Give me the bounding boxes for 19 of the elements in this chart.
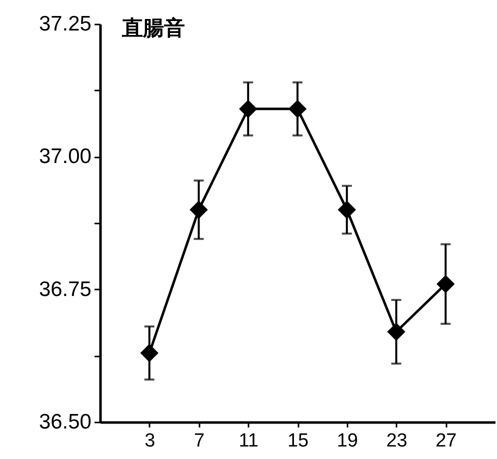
y-tick-label: 37.00 [38,145,92,168]
x-tick-label: 7 [194,430,205,452]
chart-title: 直腸音 [121,16,185,40]
x-tick-label: 11 [238,430,258,452]
x-tick-label: 3 [144,430,156,452]
y-tick-label: 37.25 [38,12,92,36]
point [239,100,258,118]
point [436,274,455,294]
x-tick-label: 15 [287,430,309,452]
x-tick-label: 23 [386,430,408,452]
y-tick-label: 36.75 [38,278,92,301]
x-tick-label: 27 [436,430,457,452]
x-tick-label: 19 [336,430,358,452]
point [190,200,208,219]
point [338,200,356,219]
y-tick-label: 36.50 [38,410,92,434]
point [288,100,307,118]
point [387,322,406,341]
point [140,344,158,362]
